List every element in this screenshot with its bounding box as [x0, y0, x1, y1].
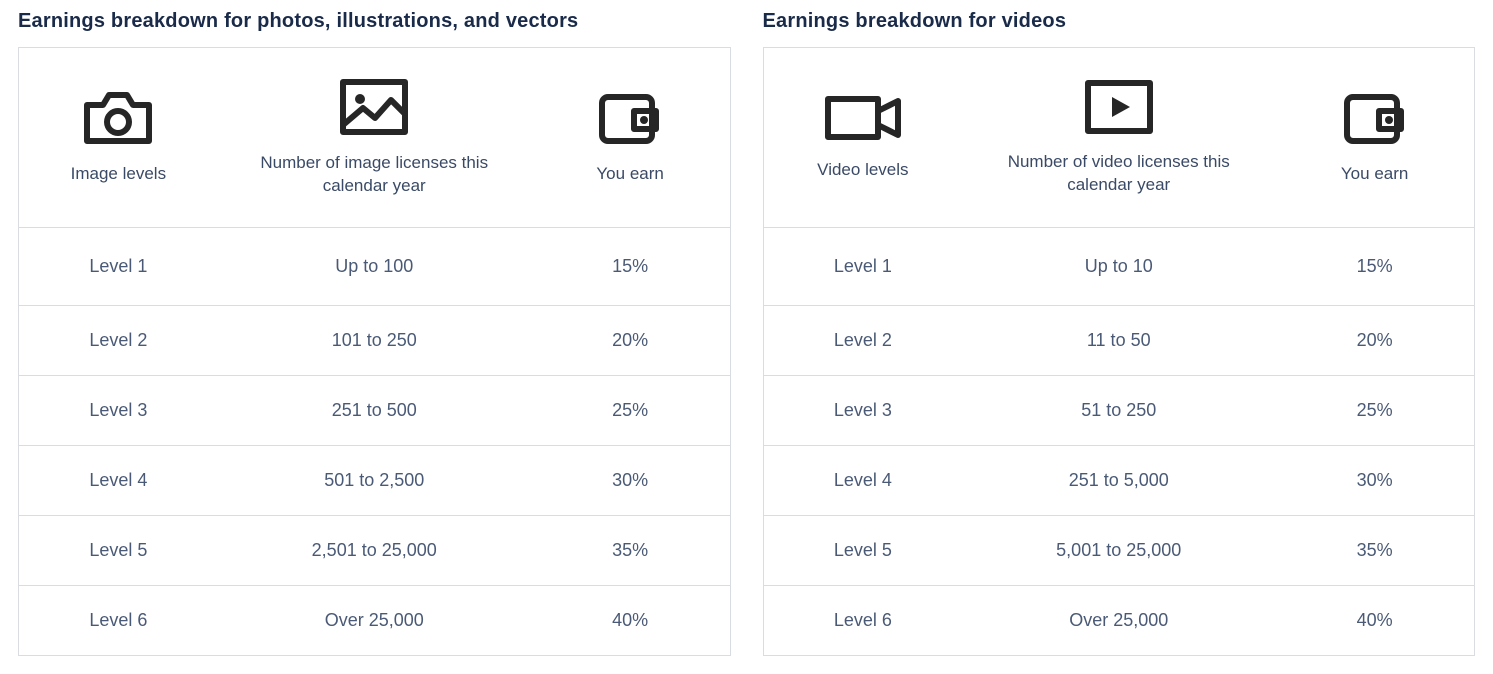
col-header-level: Video levels — [763, 48, 962, 228]
cell-earn: 20% — [531, 306, 730, 376]
images-panel-title: Earnings breakdown for photos, illustrat… — [18, 10, 731, 33]
cell-level: Level 3 — [763, 376, 962, 446]
camera-icon — [83, 89, 153, 147]
cell-range: 51 to 250 — [962, 376, 1275, 446]
cell-earn: 30% — [1275, 446, 1474, 516]
table-row: Level 5 2,501 to 25,000 35% — [19, 516, 731, 586]
cell-earn: 20% — [1275, 306, 1474, 376]
wallet-icon — [1343, 89, 1407, 147]
videos-earnings-table: Video levels Number of video license — [763, 47, 1476, 656]
videos-panel-title: Earnings breakdown for videos — [763, 10, 1476, 33]
cell-range: Up to 10 — [962, 228, 1275, 306]
col-header-level-label: Video levels — [817, 159, 908, 182]
cell-earn: 35% — [531, 516, 730, 586]
cell-range: Up to 100 — [218, 228, 531, 306]
cell-range: 251 to 500 — [218, 376, 531, 446]
play-frame-icon — [1084, 79, 1154, 135]
table-header-row: Video levels Number of video license — [763, 48, 1475, 228]
table-row: Level 2 11 to 50 20% — [763, 306, 1475, 376]
cell-earn: 40% — [531, 586, 730, 656]
cell-level: Level 4 — [763, 446, 962, 516]
cell-range: Over 25,000 — [962, 586, 1275, 656]
cell-range: 5,001 to 25,000 — [962, 516, 1275, 586]
cell-level: Level 6 — [763, 586, 962, 656]
images-earnings-table: Image levels Numb — [18, 47, 731, 656]
table-row: Level 1 Up to 100 15% — [19, 228, 731, 306]
earnings-panels: Earnings breakdown for photos, illustrat… — [18, 10, 1475, 656]
cell-range: 501 to 2,500 — [218, 446, 531, 516]
images-earnings-panel: Earnings breakdown for photos, illustrat… — [18, 10, 731, 656]
cell-earn: 15% — [1275, 228, 1474, 306]
table-row: Level 6 Over 25,000 40% — [19, 586, 731, 656]
cell-level: Level 2 — [763, 306, 962, 376]
videos-earnings-panel: Earnings breakdown for videos Vi — [763, 10, 1476, 656]
cell-earn: 25% — [1275, 376, 1474, 446]
cell-level: Level 1 — [19, 228, 218, 306]
col-header-range: Number of image licenses this calendar y… — [218, 48, 531, 228]
col-header-range-label: Number of image licenses this calendar y… — [244, 152, 504, 198]
cell-range: Over 25,000 — [218, 586, 531, 656]
cell-range: 101 to 250 — [218, 306, 531, 376]
cell-range: 11 to 50 — [962, 306, 1275, 376]
cell-level: Level 5 — [763, 516, 962, 586]
cell-earn: 30% — [531, 446, 730, 516]
col-header-earn: You earn — [531, 48, 730, 228]
col-header-range-label: Number of video licenses this calendar y… — [989, 151, 1249, 197]
cell-level: Level 5 — [19, 516, 218, 586]
cell-earn: 40% — [1275, 586, 1474, 656]
video-camera-icon — [824, 93, 902, 143]
cell-earn: 25% — [531, 376, 730, 446]
cell-level: Level 3 — [19, 376, 218, 446]
picture-icon — [339, 78, 409, 136]
col-header-level-label: Image levels — [71, 163, 166, 186]
table-row: Level 3 51 to 250 25% — [763, 376, 1475, 446]
cell-earn: 15% — [531, 228, 730, 306]
cell-level: Level 4 — [19, 446, 218, 516]
table-row: Level 4 251 to 5,000 30% — [763, 446, 1475, 516]
col-header-level: Image levels — [19, 48, 218, 228]
table-row: Level 1 Up to 10 15% — [763, 228, 1475, 306]
cell-range: 251 to 5,000 — [962, 446, 1275, 516]
cell-earn: 35% — [1275, 516, 1474, 586]
cell-level: Level 2 — [19, 306, 218, 376]
table-header-row: Image levels Numb — [19, 48, 731, 228]
cell-level: Level 1 — [763, 228, 962, 306]
wallet-icon — [598, 89, 662, 147]
col-header-earn: You earn — [1275, 48, 1474, 228]
cell-range: 2,501 to 25,000 — [218, 516, 531, 586]
table-row: Level 5 5,001 to 25,000 35% — [763, 516, 1475, 586]
table-row: Level 6 Over 25,000 40% — [763, 586, 1475, 656]
col-header-range: Number of video licenses this calendar y… — [962, 48, 1275, 228]
table-row: Level 2 101 to 250 20% — [19, 306, 731, 376]
col-header-earn-label: You earn — [596, 163, 663, 186]
col-header-earn-label: You earn — [1341, 163, 1408, 186]
table-row: Level 4 501 to 2,500 30% — [19, 446, 731, 516]
table-row: Level 3 251 to 500 25% — [19, 376, 731, 446]
cell-level: Level 6 — [19, 586, 218, 656]
